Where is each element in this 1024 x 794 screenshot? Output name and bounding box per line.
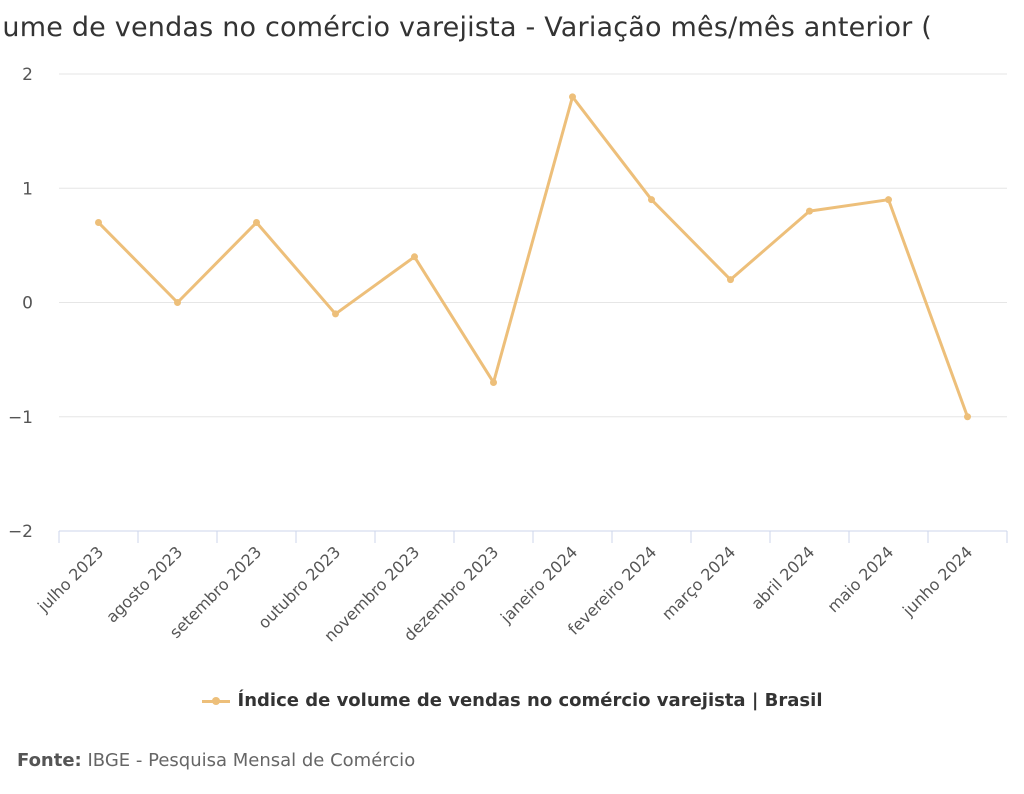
y-axis-ticks: 2 1 0 −1 −2 (8, 65, 33, 542)
data-point[interactable] (411, 253, 418, 261)
data-point[interactable] (727, 276, 734, 284)
y-tick-label: 0 (22, 294, 33, 314)
y-tick-label: 1 (22, 179, 33, 199)
y-tick-label: −1 (8, 408, 33, 428)
x-tick-label: abril 2024 (747, 542, 818, 613)
data-point[interactable] (332, 310, 339, 318)
series-line (97, 95, 969, 419)
source-label: Fonte: (17, 750, 82, 771)
source-note: Fonte: IBGE - Pesquisa Mensal de Comérci… (17, 750, 415, 771)
data-point[interactable] (490, 378, 497, 386)
x-tick-label: junho 2024 (898, 542, 976, 620)
legend[interactable]: Índice de volume de vendas no comércio v… (0, 690, 1024, 711)
data-point[interactable] (253, 219, 260, 227)
x-tick-label: março 2024 (658, 542, 739, 623)
x-tick-label: julho 2023 (33, 542, 107, 616)
x-tick-label: janeiro 2024 (496, 542, 581, 627)
legend-label: Índice de volume de vendas no comércio v… (237, 690, 823, 711)
data-point[interactable] (806, 207, 813, 215)
source-text: IBGE - Pesquisa Mensal de Comércio (87, 750, 416, 771)
y-tick-label: −2 (8, 522, 33, 542)
x-tick-label: agosto 2023 (102, 542, 186, 626)
data-point[interactable] (885, 196, 892, 204)
y-tick-label: 2 (22, 65, 33, 85)
data-point[interactable] (964, 413, 971, 421)
data-point[interactable] (95, 219, 102, 227)
data-point[interactable] (648, 196, 655, 204)
x-tick-label: maio 2024 (823, 542, 897, 616)
series-group (95, 93, 971, 421)
data-point[interactable] (569, 93, 576, 101)
grid-lines (59, 73, 1007, 418)
x-tick-label: outubro 2023 (254, 542, 344, 632)
data-point[interactable] (174, 299, 181, 306)
legend-line-marker-icon (201, 694, 230, 708)
chart-title: olume de vendas no comércio varejista - … (0, 12, 932, 43)
